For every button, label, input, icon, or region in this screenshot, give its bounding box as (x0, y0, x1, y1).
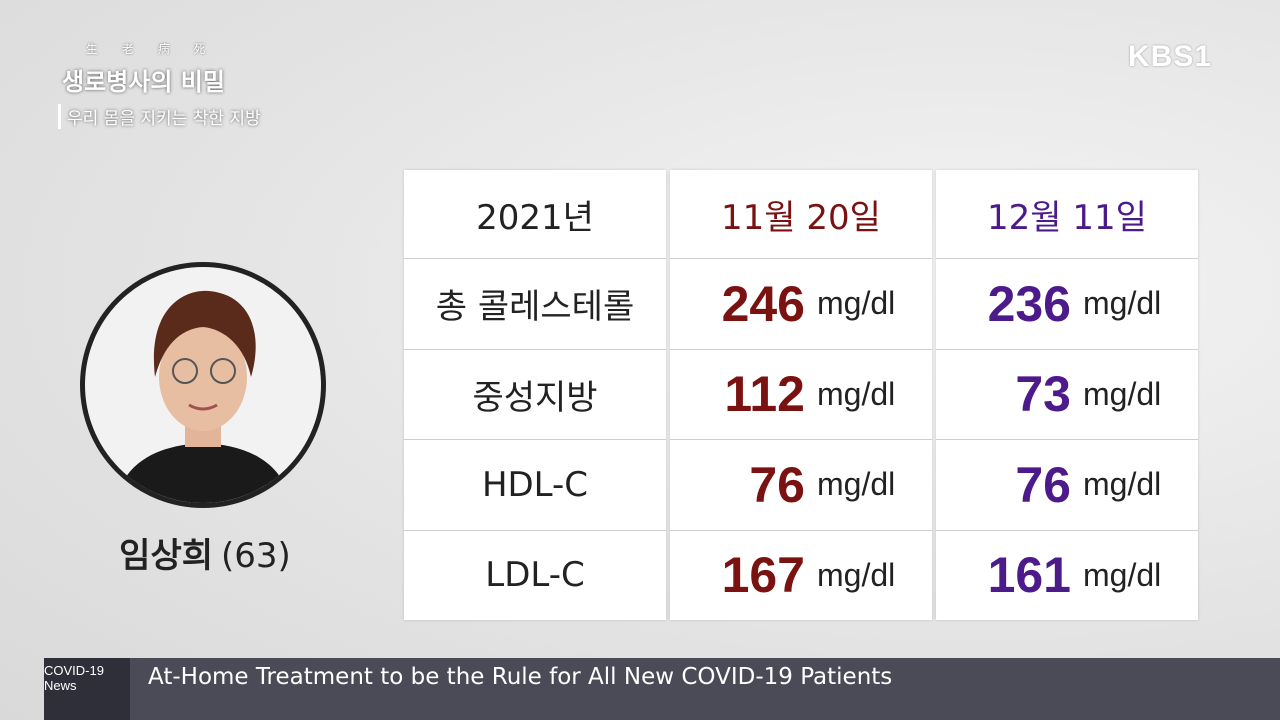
program-title: 생로병사의 비밀 (62, 67, 225, 96)
unit: mg/dl (817, 285, 896, 322)
episode-title: 우리 몸을 지키는 착한 지방 (58, 104, 261, 129)
value: 246 (721, 275, 805, 332)
value: 167 (721, 547, 805, 604)
value: 76 (1015, 456, 1071, 513)
value-cell: 161 mg/dl (936, 529, 1198, 621)
person-photo (80, 262, 326, 508)
unit: mg/dl (1083, 556, 1162, 593)
channel-logo: KBS1 (1128, 40, 1213, 73)
label-cell: LDL-C (404, 529, 666, 621)
header-cell: 11월 20일 (670, 170, 932, 258)
row-label: HDL-C (481, 464, 589, 505)
label-cell: 총 콜레스테롤 (404, 258, 666, 349)
value-cell: 246 mg/dl (670, 258, 932, 349)
unit: mg/dl (817, 556, 896, 593)
label-cell: HDL-C (404, 439, 666, 530)
row-label: 총 콜레스테롤 (435, 287, 635, 328)
label-cell: 중성지방 (404, 348, 666, 440)
value: 73 (1015, 366, 1071, 423)
value-cell: 112 mg/dl (670, 348, 932, 440)
value: 236 (987, 275, 1071, 332)
unit: mg/dl (1083, 466, 1162, 503)
value-cell: 167 mg/dl (670, 529, 932, 621)
table-column: 12월 11일 236 mg/dl 73 mg/dl 76 mg/dl 161 mg/dl (936, 170, 1198, 620)
portrait (115, 290, 291, 503)
row-label: 중성지방 (472, 377, 598, 418)
ticker-headline: At-Home Treatment to be the Rule for All… (148, 664, 893, 690)
header-cell: 2021년 (404, 170, 666, 258)
ticker-label: COVID-19 News (44, 658, 130, 698)
row-label: LDL-C (485, 555, 585, 596)
value-cell: 76 mg/dl (936, 439, 1198, 530)
news-ticker: COVID-19 News At-Home Treatment to be th… (44, 658, 1280, 720)
value: 112 (724, 366, 805, 423)
value: 161 (987, 547, 1071, 604)
value-cell: 76 mg/dl (670, 439, 932, 530)
person-age: (63) (221, 536, 291, 576)
person-caption: 임상희 (63) (90, 528, 320, 577)
person-name: 임상희 (119, 536, 214, 576)
unit: mg/dl (1083, 375, 1162, 412)
value-cell: 73 mg/dl (936, 348, 1198, 440)
value: 76 (749, 456, 805, 513)
program-hanja: 生 老 病 死 (86, 42, 216, 56)
value-cell: 236 mg/dl (936, 258, 1198, 349)
unit: mg/dl (817, 375, 896, 412)
unit: mg/dl (817, 466, 896, 503)
header-text: 11월 20일 (721, 197, 881, 238)
header-text: 2021년 (476, 197, 594, 238)
header-cell: 12월 11일 (936, 170, 1198, 258)
ticker-label-base (44, 698, 130, 720)
header-text: 12월 11일 (987, 197, 1147, 238)
unit: mg/dl (1083, 285, 1162, 322)
table-column: 11월 20일 246 mg/dl 112 mg/dl 76 mg/dl 167 mg/dl (670, 170, 932, 620)
